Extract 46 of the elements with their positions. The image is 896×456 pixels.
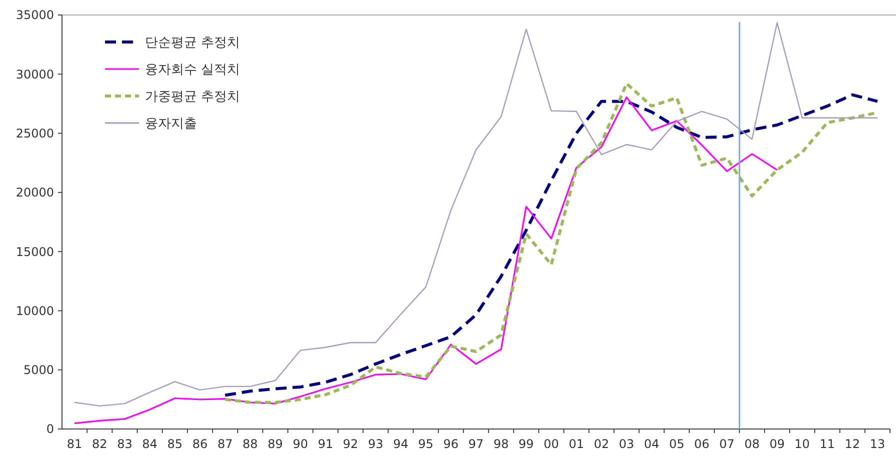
x-tick-label: 11	[820, 437, 835, 451]
x-tick-label: 82	[92, 437, 108, 451]
x-tick-label: 02	[594, 437, 610, 451]
legend-label: 가중평균 추정치	[145, 90, 240, 105]
x-tick-label: 05	[669, 437, 684, 451]
x-tick-label: 81	[66, 437, 82, 451]
x-tick-label: 04	[644, 437, 660, 451]
y-tick-label: 15000	[16, 244, 54, 259]
x-tick-label: 09	[769, 437, 785, 451]
x-tick-label: 97	[468, 437, 484, 451]
x-tick-label: 87	[217, 437, 233, 451]
x-tick-label: 83	[117, 437, 132, 451]
y-tick-label: 30000	[16, 67, 54, 82]
y-tick-label: 5000	[23, 363, 54, 378]
x-tick-label: 13	[870, 437, 886, 451]
y-tick-label: 25000	[16, 126, 54, 140]
x-tick-label: 03	[618, 437, 634, 451]
y-tick-label: 20000	[16, 186, 54, 200]
x-tick-label: 94	[393, 437, 408, 451]
x-tick-label: 89	[268, 437, 283, 451]
x-tick-label: 92	[342, 437, 358, 451]
x-tick-label: 91	[318, 437, 334, 451]
x-tick-label: 99	[518, 437, 534, 451]
x-tick-label: 07	[719, 437, 735, 451]
line-series	[74, 22, 878, 407]
x-tick-label: 88	[242, 437, 258, 451]
x-tick-label: 08	[744, 437, 760, 451]
x-tick-label: 12	[844, 437, 860, 451]
legend-label: 단순평균 추정치	[145, 36, 240, 51]
x-tick-label: 95	[418, 437, 434, 451]
x-tick-label: 86	[192, 437, 208, 451]
x-tick-label: 06	[694, 437, 710, 451]
y-tick-label: 10000	[16, 304, 54, 318]
y-tick-label: 35000	[16, 8, 54, 22]
x-tick-label: 96	[443, 437, 459, 451]
x-tick-label: 01	[568, 437, 584, 451]
legend-label: 융자회수 실적치	[145, 62, 240, 78]
x-tick-label: 90	[292, 437, 308, 451]
x-tick-label: 98	[493, 437, 509, 451]
x-tick-label: 85	[167, 437, 183, 451]
x-tick-label: 93	[368, 437, 384, 451]
x-tick-label: 84	[142, 437, 158, 451]
x-tick-label: 10	[794, 437, 810, 451]
y-tick-label: 0	[46, 422, 54, 436]
x-tick-label: 00	[544, 437, 559, 451]
legend-label: 융자지출	[145, 116, 197, 132]
